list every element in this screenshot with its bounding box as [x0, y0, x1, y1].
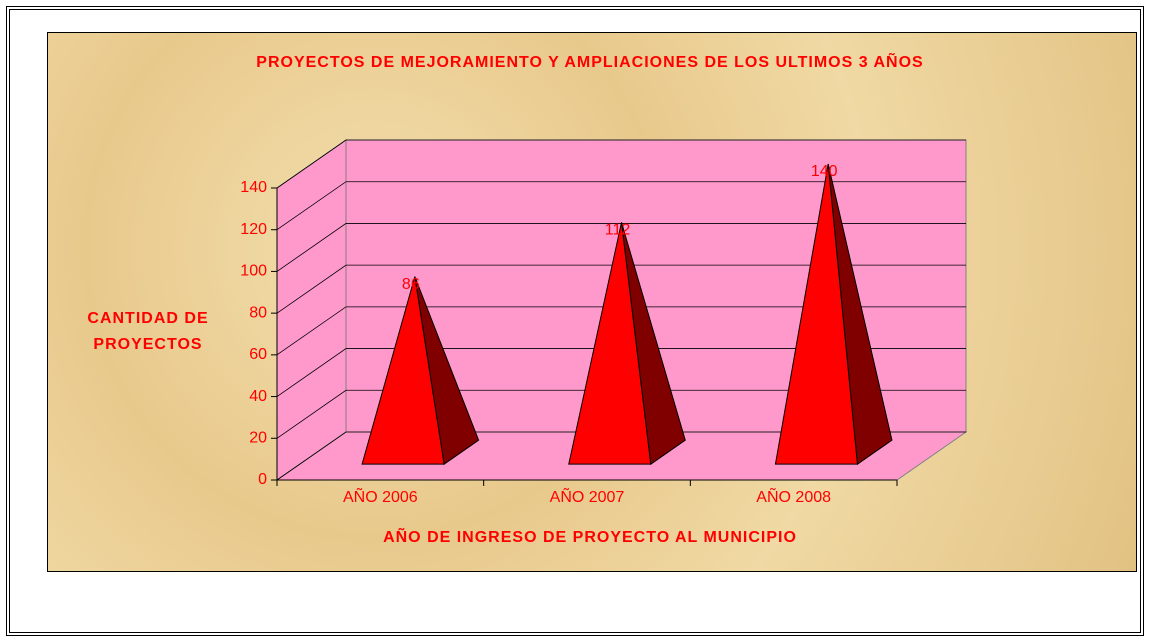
y-tick-label: 140	[240, 179, 267, 196]
data-label: 112	[605, 222, 631, 239]
grid-line	[276, 264, 966, 314]
x-tick-label: AÑO 2008	[756, 486, 831, 506]
pyramid-front	[361, 276, 445, 465]
grid-line	[276, 348, 966, 397]
y-tick-label: 100	[240, 263, 267, 280]
data-label: 140	[811, 163, 838, 180]
pyramid-front	[774, 163, 858, 465]
y-tick-label: 60	[249, 346, 267, 363]
grid-line	[276, 389, 966, 439]
y-tick-label: 80	[249, 304, 267, 321]
y-tick-label: 0	[258, 471, 267, 488]
x-tick-label: AÑO 2007	[550, 486, 625, 506]
pyramid-front	[568, 222, 652, 465]
grid-line	[276, 223, 966, 272]
y-tick-label: 120	[240, 221, 267, 238]
y-tick-label: 20	[249, 430, 267, 447]
y-tick-label: 40	[249, 388, 267, 405]
y-axis-title: CANTIDAD DE PROYECTOS	[87, 310, 209, 353]
grid-line	[276, 306, 966, 356]
side-wall	[276, 139, 347, 481]
chart-title: PROYECTOS DE MEJORAMIENTO Y AMPLIACIONES…	[256, 51, 923, 71]
grid-line	[276, 181, 966, 231]
grid-line	[276, 139, 966, 189]
x-tick-label: AÑO 2006	[343, 486, 418, 506]
x-axis-title: AÑO DE INGRESO DE PROYECTO AL MUNICIPIO	[383, 526, 797, 546]
data-label: 86	[402, 276, 420, 293]
grid-line	[276, 431, 966, 481]
